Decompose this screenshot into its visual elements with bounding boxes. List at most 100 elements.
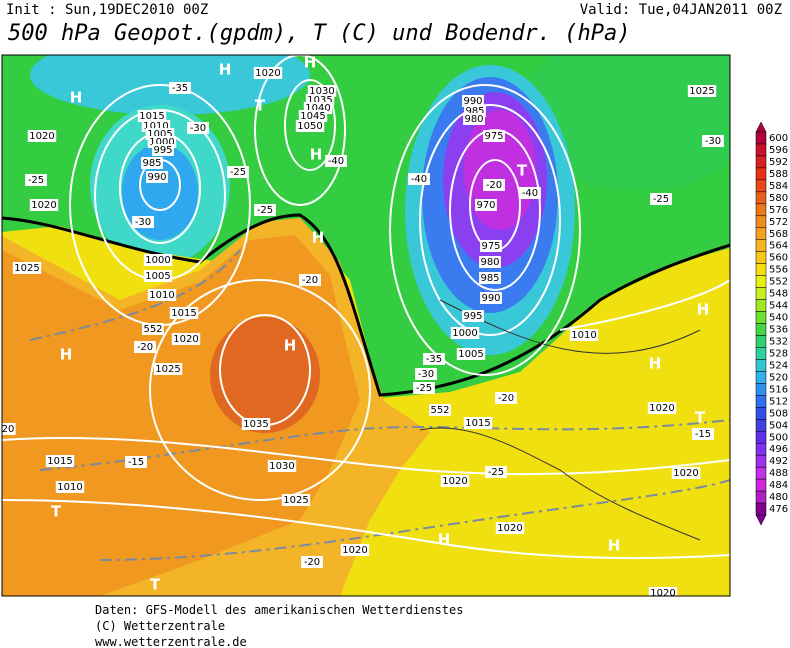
contour-label: 1020 xyxy=(650,588,675,599)
label-box xyxy=(485,466,507,478)
pressure-center: H xyxy=(284,337,297,355)
label-box xyxy=(171,333,201,345)
colorbar-label: 548 xyxy=(769,289,788,300)
colorbar-label: 508 xyxy=(769,408,788,419)
isobar xyxy=(2,436,730,476)
colorbar-swatch xyxy=(755,155,767,169)
label-box xyxy=(267,460,297,472)
contour-label: 1015 xyxy=(171,308,196,319)
pressure-center: H xyxy=(697,301,710,319)
contour-label: 1025 xyxy=(689,86,714,97)
label-box xyxy=(463,417,493,429)
colorbar-swatch xyxy=(755,383,767,396)
contour-label: 970 xyxy=(476,200,495,211)
contour-label: -20 xyxy=(304,557,320,568)
colorbar-swatch xyxy=(755,335,767,348)
contour-label: 1015 xyxy=(139,111,164,122)
contour-label: 980 xyxy=(464,114,483,125)
label-box xyxy=(143,254,173,266)
label-box xyxy=(483,179,505,191)
colorbar-swatch xyxy=(755,167,767,181)
contour-label: -25 xyxy=(230,167,246,178)
contour-label: 990 xyxy=(463,96,482,107)
label-box xyxy=(147,289,177,301)
colorbar-label: 572 xyxy=(769,217,788,228)
label-box xyxy=(141,157,163,169)
colorbar-label: 492 xyxy=(769,456,788,467)
colorbar-swatch xyxy=(755,466,767,480)
contour-label: -25 xyxy=(28,175,44,186)
contour-label: -40 xyxy=(411,174,427,185)
label-box xyxy=(132,216,154,228)
colorbar-label: 520 xyxy=(769,372,788,383)
contour-label: 1015 xyxy=(47,456,72,467)
contour-label: -30 xyxy=(418,369,434,380)
contour-label: 985 xyxy=(465,106,484,117)
isobar xyxy=(254,55,346,206)
field xyxy=(520,55,730,190)
label-box xyxy=(702,135,724,147)
contour-label: -30 xyxy=(135,217,151,228)
label-box xyxy=(475,199,497,211)
label-box xyxy=(134,341,156,353)
label-box xyxy=(687,85,717,97)
colorbar-swatch xyxy=(755,347,767,360)
colorbar-swatch xyxy=(755,371,767,384)
pressure-center: T xyxy=(517,162,528,180)
pressure-center: T xyxy=(695,409,706,427)
label-box xyxy=(463,113,485,125)
isobar xyxy=(2,499,730,559)
footer-line: (C) Wetterzentrale xyxy=(95,619,225,633)
label-box xyxy=(480,292,502,304)
contour-label: 1005 xyxy=(147,129,172,140)
contour-label: -35 xyxy=(172,83,188,94)
contour-label: 980 xyxy=(480,257,499,268)
contour-label: -40 xyxy=(328,156,344,167)
label-box xyxy=(12,262,42,274)
colorbar-swatch xyxy=(755,275,767,288)
colorbar-label: 560 xyxy=(769,253,788,264)
label-box xyxy=(299,274,321,286)
field xyxy=(210,317,320,433)
label-box xyxy=(281,494,311,506)
label-box xyxy=(569,329,599,341)
contour-label: 1030 xyxy=(309,86,334,97)
colorbar-swatch xyxy=(755,203,767,217)
label-box xyxy=(456,348,486,360)
colorbar-label: 580 xyxy=(769,193,788,204)
colorbar-label: 504 xyxy=(769,420,788,431)
label-box xyxy=(301,556,323,568)
contour-label: 1035 xyxy=(243,419,268,430)
label-box xyxy=(462,95,484,107)
contour-label: 552 xyxy=(143,324,162,335)
contour-label: 1020 xyxy=(173,334,198,345)
label-box xyxy=(519,187,541,199)
colorbar-swatch xyxy=(755,323,767,336)
colorbar-swatch xyxy=(755,227,767,240)
colorbar-swatch xyxy=(755,359,767,372)
contour-label: 995 xyxy=(463,311,482,322)
contour-label: 1020 xyxy=(497,523,522,534)
label-box xyxy=(650,193,672,205)
label-box xyxy=(483,130,505,142)
contour-label: 1010 xyxy=(149,290,174,301)
label-box xyxy=(413,382,435,394)
colorbar-swatch xyxy=(755,143,767,157)
contour-label: -20 xyxy=(302,275,318,286)
label-box xyxy=(25,174,47,186)
contour-label: -25 xyxy=(653,194,669,205)
label-box xyxy=(423,353,445,365)
colorbar-swatch xyxy=(755,131,767,145)
pressure-center: H xyxy=(312,229,325,247)
label-box xyxy=(692,428,714,440)
isobar xyxy=(559,279,730,331)
colorbar-label: 500 xyxy=(769,432,788,443)
pressure-center: T xyxy=(150,576,161,594)
contour-label: 1025 xyxy=(155,364,180,375)
label-box xyxy=(153,363,183,375)
colorbar-label: 592 xyxy=(769,157,788,168)
label-box xyxy=(295,120,325,132)
label-box xyxy=(340,544,370,556)
colorbar-label: 600 xyxy=(769,133,788,144)
colorbar-label: 528 xyxy=(769,348,788,359)
